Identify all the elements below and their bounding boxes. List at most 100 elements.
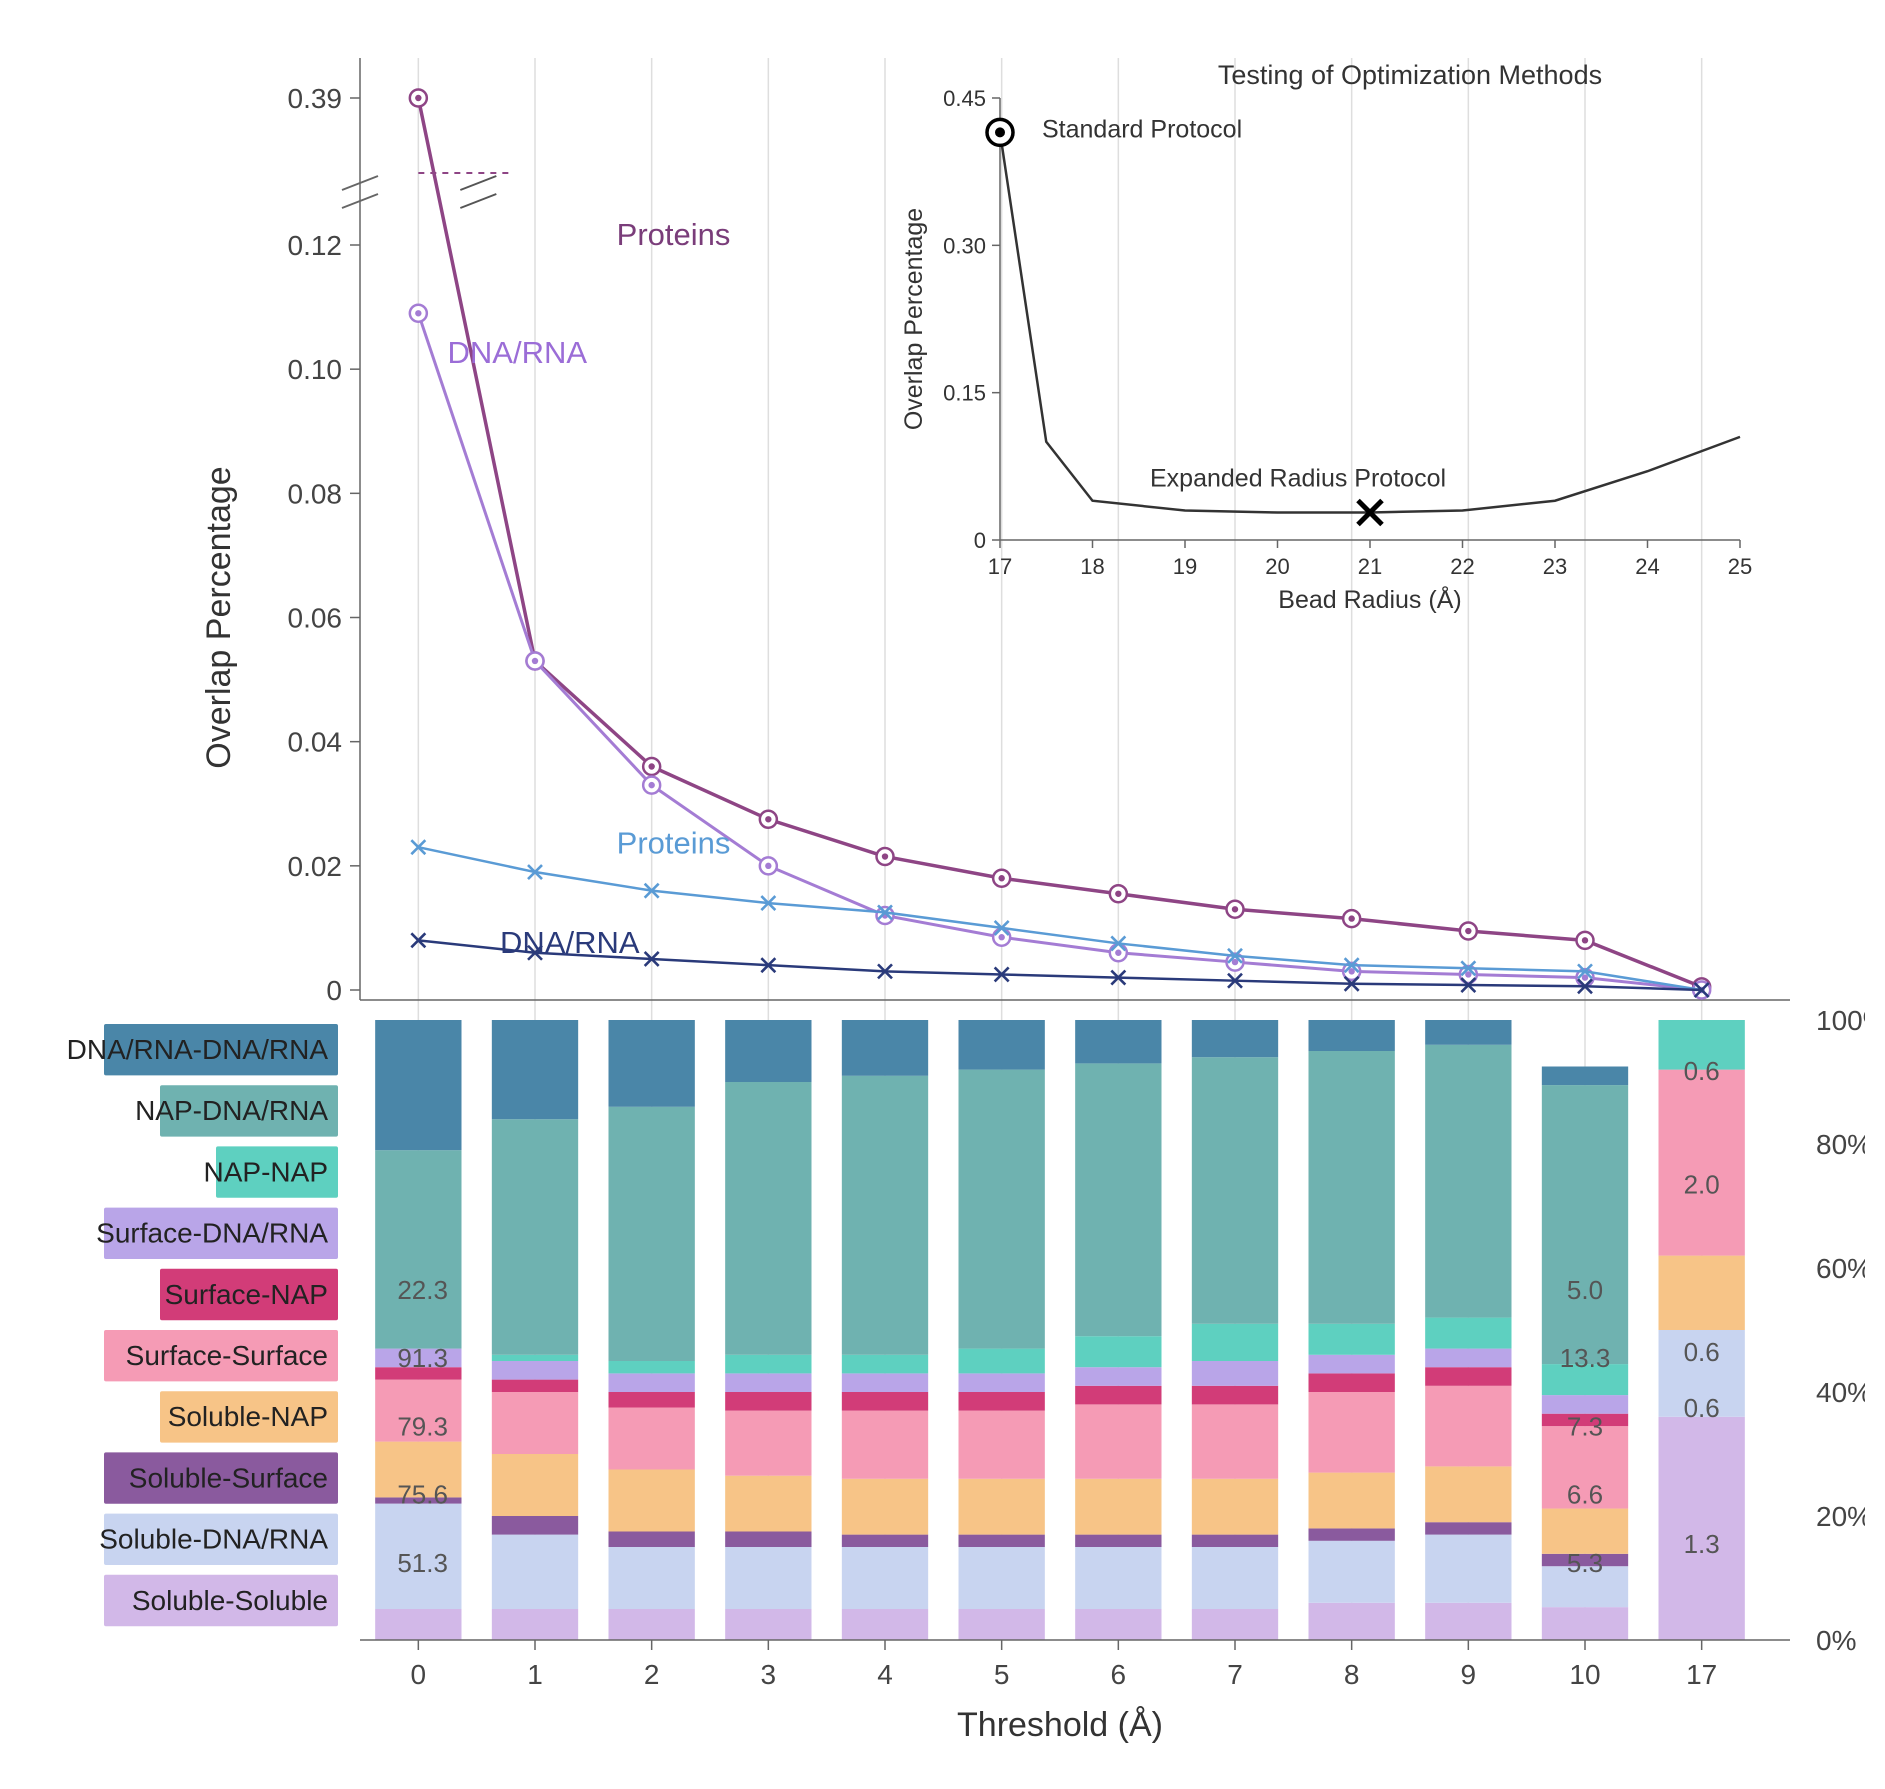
y-tick-label: 0 bbox=[326, 975, 342, 1006]
marker-dot bbox=[1115, 950, 1121, 956]
bar-seg-ss bbox=[1309, 1392, 1395, 1473]
bar-seg-ssf bbox=[492, 1516, 578, 1535]
bar-seg-sn bbox=[842, 1479, 928, 1535]
inset-y-label: Overlap Percentage bbox=[900, 208, 928, 430]
bar-seg-dd bbox=[492, 1020, 578, 1119]
bar-seg-ss bbox=[609, 1408, 695, 1470]
bar-seg-dd bbox=[725, 1020, 811, 1082]
bar-seg-sn bbox=[725, 1476, 811, 1532]
bar-seg-sfn bbox=[1075, 1386, 1161, 1405]
bar-seg-sfd bbox=[1192, 1361, 1278, 1386]
inset-x-tick-label: 20 bbox=[1265, 554, 1289, 579]
bar-seg-sls bbox=[375, 1609, 461, 1640]
series-label-proteins-blue: Proteins bbox=[617, 825, 731, 860]
bar-seg-ss bbox=[492, 1392, 578, 1454]
bar-seg-sfd bbox=[959, 1373, 1045, 1392]
x-tick-label: 0 bbox=[411, 1659, 427, 1690]
inset-y-tick-label: 0.15 bbox=[943, 381, 986, 406]
bar-seg-sfd bbox=[1075, 1367, 1161, 1386]
x-tick-label: 10 bbox=[1569, 1659, 1600, 1690]
bar-seg-sn bbox=[1659, 1256, 1745, 1330]
bar-seg-ssf bbox=[959, 1535, 1045, 1547]
series-proteins-blue bbox=[418, 847, 1701, 990]
legend-label: Soluble-DNA/RNA bbox=[99, 1524, 328, 1555]
y-tick-label: 0.02 bbox=[288, 851, 343, 882]
bar-seg-dd bbox=[1542, 1067, 1628, 1086]
marker-dot bbox=[1115, 891, 1121, 897]
inset-y-tick-label: 0.45 bbox=[943, 86, 986, 111]
bar-seg-sfd bbox=[725, 1373, 811, 1392]
bar-seg-nd bbox=[842, 1076, 928, 1355]
pct-tick-label: 0% bbox=[1816, 1625, 1856, 1656]
pct-tick-label: 20% bbox=[1816, 1501, 1865, 1532]
legend-label: NAP-DNA/RNA bbox=[135, 1095, 328, 1126]
bar-seg-sfn bbox=[492, 1380, 578, 1392]
bar-seg-nn bbox=[1192, 1324, 1278, 1361]
bar-seg-sn bbox=[1192, 1479, 1278, 1535]
bar-seg-nn bbox=[959, 1349, 1045, 1374]
marker-dot bbox=[765, 816, 771, 822]
x-tick-label: 17 bbox=[1686, 1659, 1717, 1690]
bar-seg-sfn bbox=[959, 1392, 1045, 1411]
bar-seg-sd bbox=[1425, 1535, 1511, 1603]
bar-seg-sn bbox=[959, 1479, 1045, 1535]
bar-seg-nd bbox=[375, 1150, 461, 1348]
bar-seg-sls bbox=[842, 1609, 928, 1640]
bar-seg-dd bbox=[959, 1020, 1045, 1070]
bar-seg-nd bbox=[609, 1107, 695, 1361]
bar-value-label: 1.3 bbox=[1684, 1529, 1720, 1559]
pct-tick-label: 80% bbox=[1816, 1129, 1865, 1160]
bar-seg-sfd bbox=[492, 1361, 578, 1380]
x-tick-label: 4 bbox=[877, 1659, 893, 1690]
marker-dot bbox=[998, 875, 1004, 881]
bar-value-label: 2.0 bbox=[1684, 1170, 1720, 1200]
bar-seg-sn bbox=[492, 1454, 578, 1516]
bar-seg-sd bbox=[725, 1547, 811, 1609]
x-tick-label: 5 bbox=[994, 1659, 1010, 1690]
bar-seg-nd bbox=[1425, 1045, 1511, 1318]
series-label-dnarna-navy: DNA/RNA bbox=[500, 925, 640, 960]
series-label-proteins-dark: Proteins bbox=[617, 217, 731, 252]
bar-seg-nd bbox=[1309, 1051, 1395, 1324]
bar-seg-ssf bbox=[1075, 1535, 1161, 1547]
marker-dot bbox=[765, 863, 771, 869]
legend-label: NAP-NAP bbox=[204, 1156, 328, 1187]
marker-dot bbox=[1582, 937, 1588, 943]
y-tick-label: 0.10 bbox=[288, 354, 343, 385]
bar-seg-sn bbox=[1309, 1473, 1395, 1529]
inset-x-tick-label: 23 bbox=[1543, 554, 1567, 579]
x-tick-label: 1 bbox=[527, 1659, 543, 1690]
inset-x-tick-label: 25 bbox=[1728, 554, 1752, 579]
bar-seg-sfn bbox=[842, 1392, 928, 1411]
series-label-dnarna-violet: DNA/RNA bbox=[448, 335, 588, 370]
bar-seg-dd bbox=[1192, 1020, 1278, 1057]
bar-value-label: 5.0 bbox=[1567, 1275, 1603, 1305]
y-tick-label: 0.06 bbox=[288, 603, 343, 634]
series-break-mark bbox=[460, 194, 496, 208]
bar-seg-sfn bbox=[1309, 1373, 1395, 1392]
inset-title: Testing of Optimization Methods bbox=[1218, 60, 1602, 90]
bar-seg-sfd bbox=[842, 1373, 928, 1392]
y-tick-label: 0.08 bbox=[288, 478, 343, 509]
bar-seg-sd bbox=[1192, 1547, 1278, 1609]
bar-seg-dd bbox=[1425, 1020, 1511, 1045]
bar-seg-nn bbox=[842, 1355, 928, 1374]
bar-value-label: 75.6 bbox=[397, 1480, 448, 1510]
inset-x-tick-label: 21 bbox=[1358, 554, 1382, 579]
marker-dot bbox=[1232, 906, 1238, 912]
bar-seg-nn bbox=[725, 1355, 811, 1374]
inset-x-label: Bead Radius (Å) bbox=[1278, 584, 1461, 614]
bar-value-label: 0.6 bbox=[1684, 1393, 1720, 1423]
bar-seg-nd bbox=[959, 1070, 1045, 1349]
inset-x-tick-label: 18 bbox=[1080, 554, 1104, 579]
bar-seg-ssf bbox=[1192, 1535, 1278, 1547]
inset-anno-marker bbox=[995, 127, 1005, 137]
bar-seg-dd bbox=[375, 1020, 461, 1150]
bar-seg-nn bbox=[492, 1355, 578, 1361]
bar-seg-nd bbox=[1075, 1063, 1161, 1336]
bar-seg-nn bbox=[1309, 1324, 1395, 1355]
bar-seg-sls bbox=[1542, 1607, 1628, 1640]
marker-dot bbox=[882, 853, 888, 859]
bar-seg-dd bbox=[1075, 1020, 1161, 1063]
bar-seg-sn bbox=[1075, 1479, 1161, 1535]
